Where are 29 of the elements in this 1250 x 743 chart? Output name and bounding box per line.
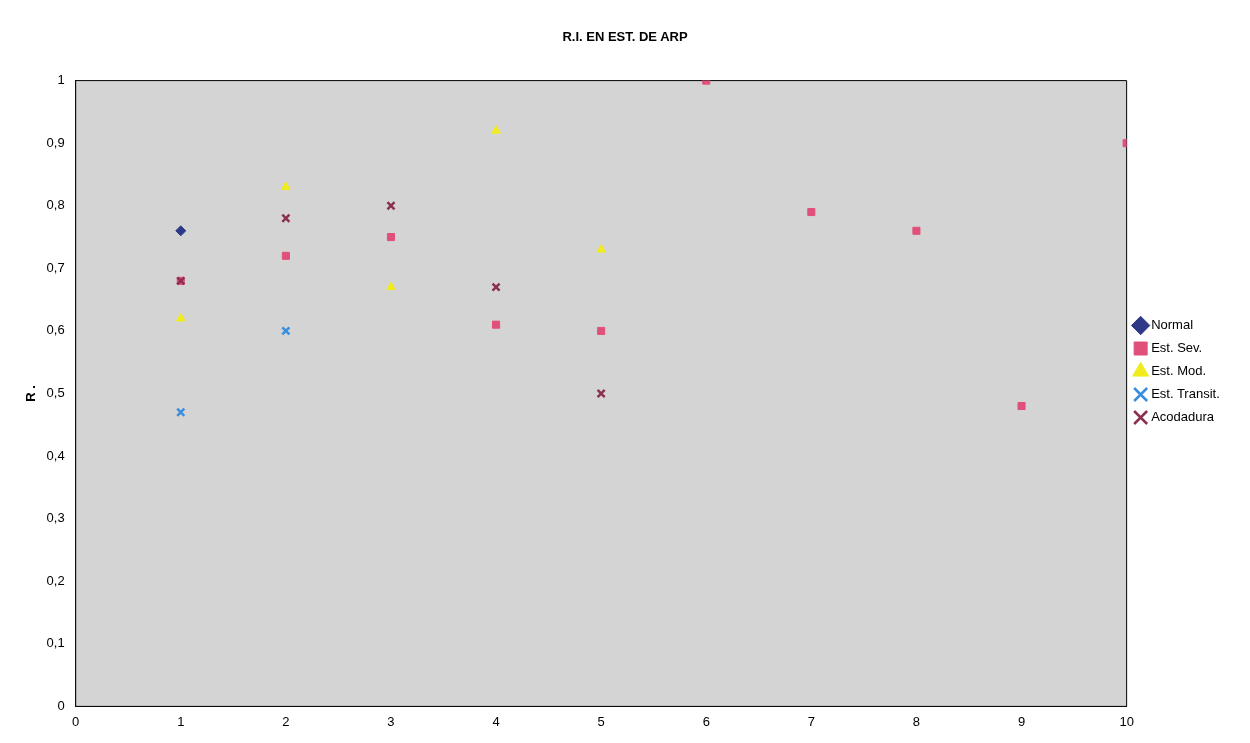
legend-label: Est. Sev. — [1151, 340, 1203, 356]
x-tick-label: 4 — [492, 713, 500, 729]
legend-label: Est. Mod. — [1151, 363, 1207, 379]
y-tick-label: 0,2 — [46, 572, 65, 588]
legend-label: Acodadura — [1151, 409, 1215, 425]
legend-label: Est. Transit. — [1151, 386, 1220, 402]
y-tick-label: 0 — [57, 697, 65, 713]
y-tick-label: 0,1 — [46, 635, 65, 651]
x-tick-label: 10 — [1119, 713, 1134, 729]
y-tick-label: 0,6 — [46, 322, 65, 338]
x-tick-label: 9 — [1017, 713, 1026, 729]
x-tick-label: 8 — [912, 713, 921, 729]
x-tick-label: 7 — [807, 713, 815, 729]
y-tick-label: 0,8 — [46, 197, 65, 213]
y-tick-label: 1 — [57, 72, 65, 88]
chart-title: R.I. EN EST. DE ARP — [562, 29, 688, 45]
x-tick-label: 0 — [72, 713, 80, 729]
y-tick-label: 0,5 — [46, 385, 65, 401]
y-tick-label: 0,7 — [46, 259, 65, 275]
y-tick-label: 0,9 — [46, 134, 65, 150]
y-axis-title: R . — [23, 385, 39, 402]
legend-label: Normal — [1151, 317, 1194, 333]
y-tick-label: 0,3 — [46, 510, 65, 526]
x-tick-label: 2 — [282, 713, 290, 729]
x-tick-label: 1 — [177, 713, 185, 729]
x-tick-label: 3 — [387, 713, 395, 729]
y-tick-label: 0,4 — [46, 447, 65, 463]
x-tick-label: 5 — [597, 713, 605, 729]
x-tick-label: 6 — [702, 713, 710, 729]
